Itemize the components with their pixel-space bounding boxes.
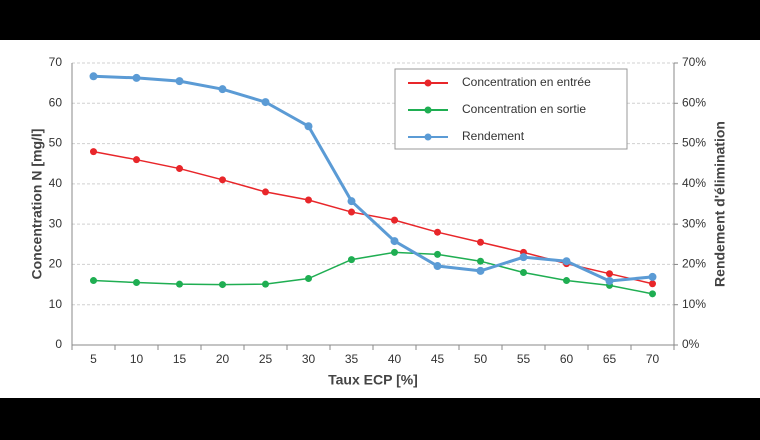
y2-tick-label: 50% xyxy=(682,136,706,150)
x-tick-label: 25 xyxy=(259,352,273,366)
legend-marker xyxy=(424,133,432,141)
data-point xyxy=(434,228,441,236)
data-point xyxy=(132,73,141,82)
x-tick-label: 30 xyxy=(302,352,316,366)
data-point xyxy=(648,272,657,281)
x-tick-label: 50 xyxy=(474,352,488,366)
chart-background xyxy=(0,40,760,398)
y-tick-label: 60 xyxy=(49,95,63,109)
legend-label: Rendement xyxy=(462,129,525,143)
data-point xyxy=(520,268,527,276)
data-point xyxy=(348,256,355,264)
y-tick-label: 70 xyxy=(49,55,63,69)
legend-marker xyxy=(424,106,432,114)
series-line xyxy=(93,251,653,295)
data-point xyxy=(133,279,140,287)
y2-tick-label: 70% xyxy=(682,55,706,69)
data-point xyxy=(348,208,355,216)
data-point xyxy=(390,237,399,246)
y2-tick-label: 40% xyxy=(682,176,706,190)
y-tick-label: 30 xyxy=(49,216,63,230)
data-point xyxy=(477,238,484,246)
x-tick-label: 70 xyxy=(646,352,660,366)
data-point xyxy=(649,280,656,288)
x-tick-label: 55 xyxy=(517,352,531,366)
x-tick-label: 20 xyxy=(216,352,230,366)
x-tick-label: 5 xyxy=(90,352,97,366)
x-tick-label: 60 xyxy=(560,352,574,366)
data-point xyxy=(433,262,442,271)
data-point xyxy=(218,85,227,94)
x-tick-label: 45 xyxy=(431,352,445,366)
data-point xyxy=(519,253,528,262)
data-point xyxy=(90,277,97,285)
x-tick-label: 65 xyxy=(603,352,617,366)
data-point xyxy=(89,72,98,81)
data-point xyxy=(262,280,269,288)
data-point xyxy=(347,197,356,206)
data-point xyxy=(262,188,269,196)
data-point xyxy=(304,122,313,131)
series-line xyxy=(93,74,653,283)
x-tick-label: 15 xyxy=(173,352,187,366)
data-point xyxy=(476,266,485,275)
data-point xyxy=(563,277,570,285)
data-point xyxy=(219,281,226,289)
y2-axis-label: Rendement d'élimination xyxy=(712,121,728,287)
y-tick-label: 40 xyxy=(49,176,63,190)
data-point xyxy=(606,270,613,278)
data-point xyxy=(305,196,312,204)
data-point xyxy=(133,156,140,164)
data-point xyxy=(562,257,571,266)
y-tick-label: 50 xyxy=(49,136,63,150)
x-axis-label: Taux ECP [%] xyxy=(328,372,418,388)
legend-label: Concentration en entrée xyxy=(462,75,591,89)
data-point xyxy=(176,165,183,173)
data-point xyxy=(649,290,656,298)
y2-tick-label: 30% xyxy=(682,216,706,230)
data-point xyxy=(434,250,441,258)
data-point xyxy=(90,148,97,156)
data-point xyxy=(477,257,484,265)
data-point xyxy=(219,176,226,184)
y2-tick-label: 0% xyxy=(682,337,700,351)
y-tick-label: 0 xyxy=(55,337,62,351)
y-tick-label: 10 xyxy=(49,297,63,311)
legend-label: Concentration en sortie xyxy=(462,102,586,116)
y2-tick-label: 20% xyxy=(682,257,706,271)
data-point xyxy=(391,216,398,224)
x-tick-label: 10 xyxy=(130,352,144,366)
data-point xyxy=(305,275,312,283)
x-tick-label: 40 xyxy=(388,352,402,366)
data-point xyxy=(605,276,614,285)
x-tick-label: 35 xyxy=(345,352,359,366)
y-axis-label: Concentration N [mg/l] xyxy=(29,129,45,280)
y2-tick-label: 60% xyxy=(682,95,706,109)
data-point xyxy=(176,280,183,288)
y2-tick-label: 10% xyxy=(682,297,706,311)
legend-marker xyxy=(424,79,432,87)
y-tick-label: 20 xyxy=(49,257,63,271)
data-point xyxy=(261,98,270,107)
data-point xyxy=(175,77,184,86)
data-point xyxy=(391,248,398,256)
